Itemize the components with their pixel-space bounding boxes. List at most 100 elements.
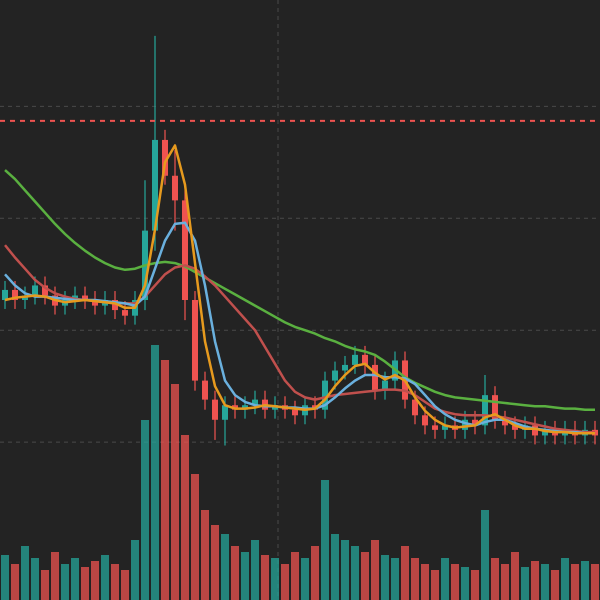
volume-bar [201,510,209,600]
volume-bar [321,480,329,600]
candle-body [122,310,128,316]
volume-bar [311,546,319,600]
volume-bar [181,435,189,600]
candle-body [372,364,378,391]
volume-bar [591,564,599,600]
volume-bar [481,510,489,600]
volume-bar [101,555,109,600]
candle-body [2,289,8,300]
candle-body [342,364,348,371]
candle-body [472,419,478,426]
volume-bar [31,558,39,600]
candle-body [82,295,88,300]
candle-body [202,380,208,400]
candle-body [432,425,438,430]
candle-body [112,300,118,311]
candle-body [412,399,418,416]
volume-bar [461,567,469,600]
volume-bar [291,552,299,600]
volume-bar [91,561,99,600]
volume-bar [71,558,79,600]
candle-body [352,354,358,365]
volume-bar [301,558,309,600]
volume-bar [251,540,259,600]
volume-bar [431,570,439,600]
moving-average-line [4,144,595,435]
volume-bar [281,564,289,600]
volume-bar [141,420,149,600]
volume-bar [531,561,539,600]
volume-bar [511,552,519,600]
volume-bar [241,552,249,600]
volume-bar [51,552,59,600]
candle-body [512,425,518,430]
volume-bar [541,564,549,600]
volume-bar [21,546,29,600]
volume-bar [221,534,229,600]
candle-body [362,354,368,365]
volume-bar [111,564,119,600]
candle-body [252,399,258,406]
volume-bar [41,570,49,600]
volume-bar [381,555,389,600]
volume-bar [121,570,129,600]
volume-bar [171,384,179,600]
volume-bar [11,564,19,600]
volume-bar [151,345,159,600]
candle-body [42,285,48,296]
volume-bar [551,570,559,600]
candle-body [92,300,98,306]
candle-body [182,200,188,300]
candle-body [382,380,388,391]
volume-bar [441,558,449,600]
volume-bar [351,546,359,600]
candle-body [152,139,158,231]
candle-body [212,399,218,420]
volume-bar [211,525,219,600]
candle-body [492,395,498,420]
candle-body [222,405,228,420]
candle-body [482,395,488,426]
volume-bar [1,555,9,600]
candle-body [502,419,508,426]
candle-body [192,300,198,381]
candle-body [32,285,38,296]
volume-bar [491,558,499,600]
volume-bar [61,564,69,600]
candle-body [322,380,328,410]
volume-bar [581,561,589,600]
candle-body [172,175,178,201]
volume-bar [571,564,579,600]
volume-bar [191,474,199,600]
candle-body [292,409,298,416]
candle-body [462,419,468,430]
volume-bar [371,540,379,600]
candle-body [162,139,168,176]
volume-bar [501,564,509,600]
candle-body [442,425,448,430]
volume-bar [231,546,239,600]
volume-bar [361,552,369,600]
candle-body [422,415,428,426]
volume-bar [451,564,459,600]
volume-bar [401,546,409,600]
volume-bar [391,558,399,600]
volume-bar [521,567,529,600]
candle-body [542,429,548,436]
volume-bar [261,555,269,600]
moving-average-line [4,169,595,411]
volume-bar [421,564,429,600]
volume-bar [471,570,479,600]
volume-bar [161,360,169,600]
volume-bar [271,558,279,600]
candle-body [332,370,338,381]
volume-bar [131,540,139,600]
candle-body [12,289,18,300]
candle-body [532,425,538,436]
volume-bar [331,534,339,600]
volume-bar [341,540,349,600]
volume-bar [411,558,419,600]
volume-bar [81,567,89,600]
